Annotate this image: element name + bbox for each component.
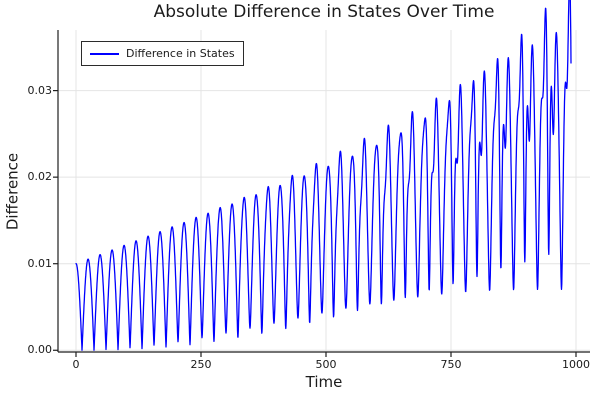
x-tick-label: 0 [72, 358, 80, 371]
difference-series-line [75, 0, 572, 351]
x-tick-label: 250 [190, 358, 212, 371]
legend-series-label: Difference in States [126, 47, 235, 60]
x-tick-label: 750 [440, 358, 462, 371]
axis-tick-marks [53, 89, 577, 357]
legend-line-sample [90, 52, 119, 55]
x-axis-label: Time [305, 373, 343, 391]
y-tick-label: 0.03 [27, 83, 53, 97]
y-axis-label: Difference [3, 152, 22, 231]
chart-title: Absolute Difference in States Over Time [153, 2, 495, 22]
y-tick-label: 0.02 [27, 170, 53, 184]
y-tick-label: 0.01 [27, 256, 53, 270]
y-tick-label: 0.00 [27, 343, 53, 357]
gridlines [58, 30, 590, 352]
x-tick-label: 500 [315, 358, 337, 371]
x-tick-label: 1000 [562, 358, 590, 371]
legend-box: Difference in States [81, 41, 244, 66]
